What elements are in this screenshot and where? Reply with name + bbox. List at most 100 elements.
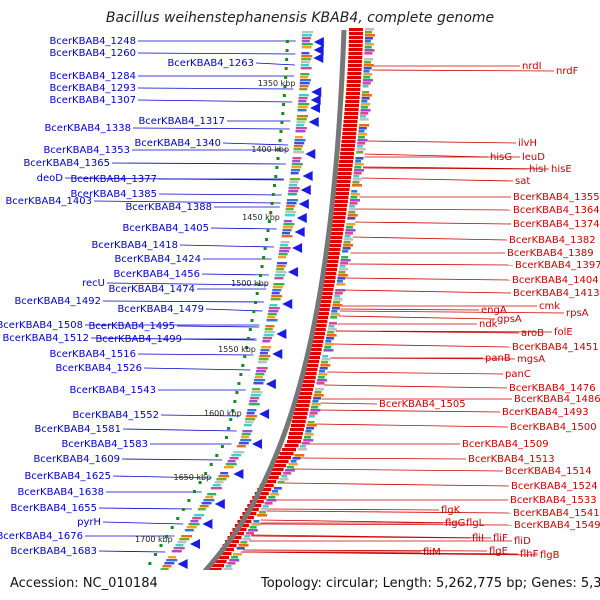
category-feature <box>353 175 360 178</box>
scale-tick <box>284 76 288 79</box>
left-gene-label: BcerKBAB4_1655 <box>10 503 97 514</box>
scale-labels: 1350 kbp 1400 kbp 1450 kbp 1500 kbp 1550 kbp… <box>135 79 295 544</box>
left-connector <box>143 367 251 371</box>
category-feature <box>281 475 288 478</box>
scale-tick <box>220 445 224 448</box>
category-feature <box>231 556 239 559</box>
right-connector <box>260 519 465 524</box>
category-feature <box>286 202 297 205</box>
forward-feature <box>315 308 330 312</box>
category-feature <box>364 49 375 52</box>
scale-tick <box>276 157 280 160</box>
scale-tick <box>224 436 228 439</box>
right-connector <box>259 523 513 526</box>
right-gene-label: folE <box>554 327 573 338</box>
forward-feature <box>333 200 348 204</box>
forward-feature <box>336 180 351 184</box>
forward-feature <box>342 128 357 132</box>
category-feature <box>280 244 289 247</box>
category-feature <box>272 490 278 493</box>
forward-feature <box>210 564 225 568</box>
category-feature <box>357 139 368 142</box>
left-gene-label: BcerKBAB4_1495 <box>88 321 175 332</box>
category-feature <box>364 46 372 49</box>
forward-feature <box>302 372 317 376</box>
category-feature <box>357 136 365 139</box>
right-gene-label: BcerKBAB4_1549 <box>514 520 600 531</box>
forward-feature <box>252 496 267 500</box>
category-feature <box>312 400 319 403</box>
category-feature <box>254 376 263 379</box>
forward-feature <box>341 144 356 148</box>
forward-feature <box>207 568 222 572</box>
category-feature <box>227 562 236 565</box>
scale-tick <box>282 103 286 106</box>
reverse-feature <box>282 299 293 309</box>
category-feature <box>354 166 362 169</box>
scale-tick <box>235 391 239 394</box>
category-feature <box>192 517 202 520</box>
right-gene-label: BcerKBAB4_1500 <box>510 422 597 433</box>
category-feature <box>299 85 309 88</box>
left-connector <box>137 52 296 55</box>
right-connector <box>240 551 539 556</box>
scale-label: 1500 kbp <box>231 279 269 288</box>
left-connector <box>122 428 237 432</box>
category-feature <box>362 85 369 88</box>
forward-feature <box>298 392 313 396</box>
category-feature <box>236 547 245 550</box>
reverse-feature <box>214 499 225 509</box>
left-gene-label: BcerKBAB4_1403 <box>5 196 92 207</box>
right-gene-label: ndk <box>479 319 498 330</box>
left-gene-label: BcerKBAB4_1377 <box>70 174 157 185</box>
category-feature <box>244 421 254 424</box>
scale-tick <box>250 319 254 322</box>
category-feature <box>267 316 276 319</box>
category-feature <box>334 292 343 295</box>
category-feature <box>291 163 303 166</box>
forward-feature <box>330 224 345 228</box>
category-feature <box>293 151 305 154</box>
left-connector <box>90 337 257 341</box>
category-feature <box>205 496 214 499</box>
category-feature <box>289 181 299 184</box>
left-connector <box>137 353 254 356</box>
forward-feature <box>289 428 304 432</box>
category-feature <box>279 250 290 253</box>
category-feature <box>240 541 248 544</box>
left-gene-label: BcerKBAB4_1638 <box>17 487 104 498</box>
scale-tick <box>269 211 273 214</box>
right-gene-label: BcerKBAB4_1514 <box>505 466 592 477</box>
category-feature <box>355 160 362 163</box>
category-feature <box>275 271 287 274</box>
left-connector <box>112 475 212 479</box>
forward-feature <box>307 348 322 352</box>
forward-feature <box>274 460 289 464</box>
left-gene-label: BcerKBAB4_1317 <box>138 116 225 127</box>
category-feature <box>311 403 321 406</box>
forward-feature <box>343 120 358 124</box>
category-feature <box>336 283 346 286</box>
forward-feature <box>340 152 355 156</box>
left-gene-label: BcerKBAB4_1499 <box>95 334 182 345</box>
category-feature <box>361 94 372 97</box>
category-feature <box>186 526 197 529</box>
category-feature <box>233 451 245 454</box>
category-feature <box>358 130 365 133</box>
reverse-feature <box>308 117 319 127</box>
category-feature <box>298 100 307 103</box>
scale-tick <box>266 229 270 232</box>
category-feature <box>190 520 199 523</box>
category-feature <box>331 310 338 313</box>
scale-tick <box>267 220 271 223</box>
reverse-feature <box>309 103 320 113</box>
scale-tick <box>193 490 196 493</box>
forward-feature <box>325 252 340 256</box>
scale-tick <box>273 184 277 187</box>
forward-feature <box>347 72 362 76</box>
category-feature <box>359 118 369 121</box>
right-gene-label: flhF <box>520 549 539 560</box>
left-connector <box>160 414 240 417</box>
category-feature <box>286 205 296 208</box>
forward-feature <box>254 492 269 496</box>
